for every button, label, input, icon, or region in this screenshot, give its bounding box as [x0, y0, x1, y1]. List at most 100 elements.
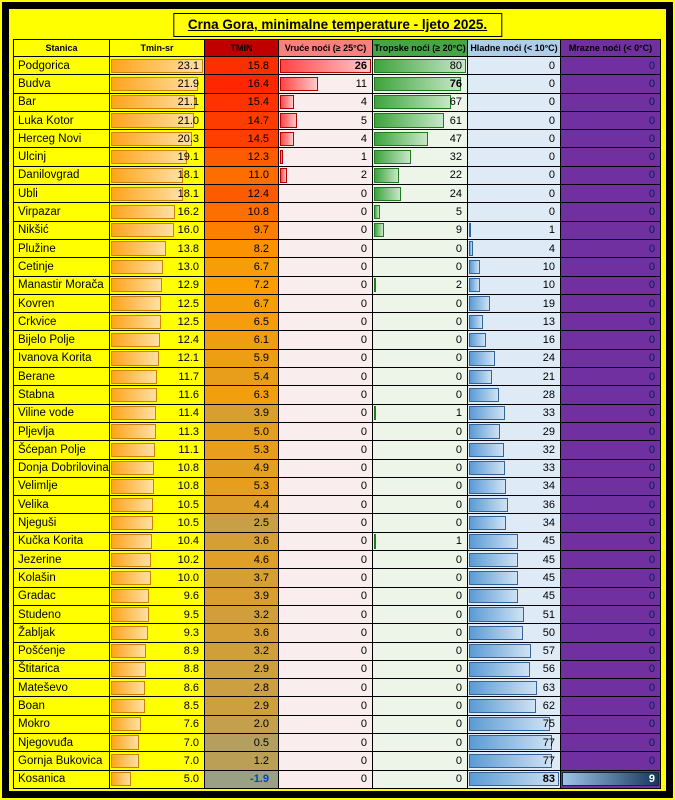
table-row: Boan 8.5 2.9 0 0 62 0	[14, 697, 661, 716]
tmin-avg-cell: 10.5	[110, 514, 205, 533]
tmin-cell: 14.5	[205, 130, 279, 149]
cell-value: 0	[360, 297, 367, 310]
table-row: Mokro 7.6 2.0 0 0 75 0	[14, 715, 661, 734]
frost-nights-cell: 0	[561, 404, 661, 423]
cold-nights-cell: 34	[468, 477, 561, 497]
tmin-avg-bar	[111, 223, 175, 238]
cell-value: 10.5	[177, 517, 199, 530]
station-name: Danilovgrad	[18, 169, 80, 182]
header-frost-nights: Mrazne noći (< 0°C)	[561, 40, 661, 57]
cold-nights-cell: 77	[468, 752, 561, 771]
station-name: Virpazar	[18, 206, 61, 219]
tmin-avg-bar	[111, 278, 163, 293]
tmin-value: 10.8	[247, 206, 269, 219]
tropical-nights-bar	[374, 534, 376, 549]
tmin-avg-bar	[111, 149, 187, 165]
cell-value: 0	[360, 773, 367, 786]
tmin-value: 3.7	[253, 571, 269, 584]
tmin-value: 3.6	[253, 535, 269, 548]
cell-value: 0	[548, 114, 555, 127]
cell-value: 11	[355, 77, 367, 90]
tmin-cell: 10.8	[205, 203, 279, 222]
cell-value: 77	[542, 736, 555, 749]
tmin-cell: 2.9	[205, 660, 279, 680]
frost-nights-cell: 0	[561, 679, 661, 698]
tmin-cell: 11.0	[205, 166, 279, 186]
table-row: Plužine 13.8 8.2 0 0 4 0	[14, 239, 661, 259]
hot-nights-cell: 0	[279, 752, 373, 771]
cell-value: 0	[360, 407, 367, 420]
table-row: Manastir Morača 12.9 7.2 0 2 10 0	[14, 276, 661, 295]
frost-value: 0	[648, 736, 655, 749]
tmin-cell: 12.4	[205, 185, 279, 204]
tmin-avg-cell: 7.6	[110, 715, 205, 734]
tmin-value: 2.5	[253, 517, 269, 530]
hot-nights-cell: 0	[279, 203, 373, 222]
station-cell: Luka Kotor	[14, 111, 110, 131]
cell-value: 0	[455, 352, 462, 365]
hot-nights-cell: 4	[279, 93, 373, 112]
table-row: Virpazar 16.2 10.8 0 5 0 0	[14, 203, 661, 222]
frost-nights-cell: 0	[561, 221, 661, 240]
tmin-avg-bar	[111, 735, 139, 750]
hot-nights-bar	[280, 168, 287, 183]
cell-value: 0	[455, 718, 462, 731]
table-row: Žabljak 9.3 3.6 0 0 50 0	[14, 624, 661, 643]
cell-value: 0	[360, 663, 367, 676]
cell-value: 57	[542, 645, 555, 658]
station-cell: Kučka Korita	[14, 532, 110, 552]
frost-value: 0	[648, 645, 655, 658]
station-name: Crkvice	[18, 315, 57, 328]
station-cell: Stabna	[14, 386, 110, 405]
tropical-nights-bar	[374, 223, 385, 238]
cold-nights-cell: 63	[468, 679, 561, 698]
cell-value: 0	[455, 462, 462, 475]
cold-nights-bar	[469, 351, 495, 366]
tmin-cell: 12.3	[205, 148, 279, 167]
frost-value: 0	[648, 297, 655, 310]
cell-value: 23.1	[177, 59, 199, 72]
table-row: Kučka Korita 10.4 3.6 0 1 45 0	[14, 532, 661, 552]
cell-value: 0	[360, 206, 367, 219]
frost-value: 0	[648, 59, 655, 72]
frost-nights-cell: 0	[561, 386, 661, 405]
tmin-avg-cell: 18.1	[110, 185, 205, 204]
tmin-avg-bar	[111, 241, 166, 256]
cell-value: 0	[360, 645, 367, 658]
tmin-cell: 1.2	[205, 752, 279, 771]
tmin-value: 6.1	[253, 334, 269, 347]
tmin-avg-cell: 19.1	[110, 148, 205, 167]
tropical-nights-cell: 32	[373, 148, 468, 167]
station-cell: Crkvice	[14, 313, 110, 332]
hot-nights-cell: 0	[279, 294, 373, 314]
station-cell: Mateševo	[14, 679, 110, 698]
cell-value: 50	[542, 626, 555, 639]
cell-value: 10	[542, 260, 555, 273]
cold-nights-cell: 0	[468, 93, 561, 112]
frost-value: 0	[648, 443, 655, 456]
frost-nights-cell: 0	[561, 459, 661, 478]
frost-nights-cell: 0	[561, 587, 661, 606]
cold-nights-bar	[469, 332, 487, 348]
frost-value: 0	[648, 96, 655, 109]
table-row: Berane 11.7 5.4 0 0 21 0	[14, 368, 661, 387]
cold-nights-bar	[469, 296, 490, 311]
cell-value: 61	[449, 114, 462, 127]
tropical-nights-cell: 0	[373, 770, 468, 789]
tmin-cell: 3.2	[205, 642, 279, 661]
cell-value: 32	[542, 443, 555, 456]
station-cell: Pljevlja	[14, 422, 110, 442]
cell-value: 45	[542, 535, 555, 548]
frost-nights-cell: 0	[561, 130, 661, 149]
frost-nights-cell: 0	[561, 697, 661, 716]
tropical-nights-bar	[374, 204, 380, 220]
cell-value: 4	[360, 132, 367, 145]
tmin-avg-cell: 12.5	[110, 313, 205, 332]
tmin-avg-cell: 10.8	[110, 477, 205, 497]
cell-value: 1	[455, 535, 462, 548]
tmin-avg-bar	[111, 369, 158, 384]
cold-nights-cell: 51	[468, 605, 561, 625]
station-cell: Podgorica	[14, 57, 110, 76]
tmin-avg-cell: 11.7	[110, 368, 205, 387]
tmin-cell: 3.9	[205, 587, 279, 606]
